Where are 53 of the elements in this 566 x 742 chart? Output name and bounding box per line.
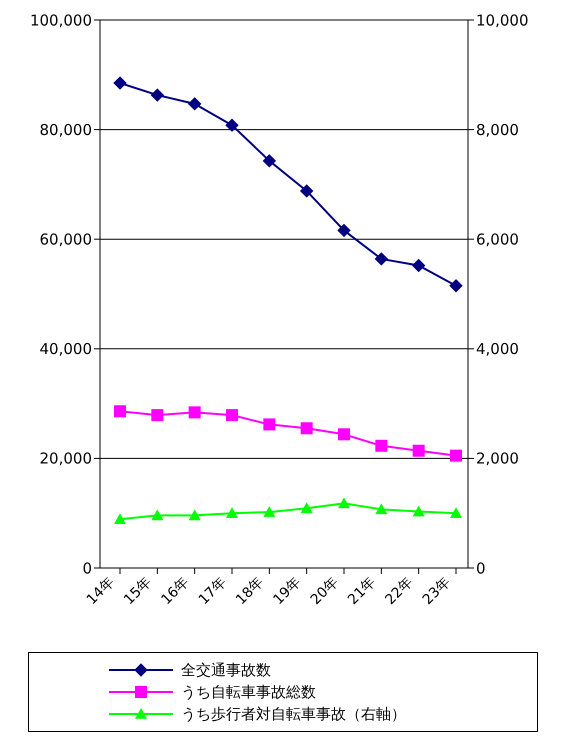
y2-tick-label: 10,000 <box>476 11 528 30</box>
x-tick-label: 20年 <box>308 574 342 608</box>
y-tick-label: 80,000 <box>40 120 92 139</box>
point <box>412 506 425 516</box>
y-tick-label: 60,000 <box>40 230 92 249</box>
point <box>450 507 462 518</box>
x-tick-label: 16年 <box>158 574 192 608</box>
point <box>263 418 276 430</box>
y-tick-label: 20,000 <box>40 450 92 468</box>
point <box>150 88 164 102</box>
x-tick-label: 19年 <box>270 574 304 608</box>
point <box>188 406 201 418</box>
y2-tick-label: 2,000 <box>476 450 519 468</box>
point <box>114 76 126 90</box>
point <box>226 507 238 518</box>
point <box>114 405 126 418</box>
point <box>300 422 313 434</box>
x-tick-label: 17年 <box>196 574 230 608</box>
legend-label: うち自転車事故総数 <box>181 682 316 702</box>
point <box>151 409 164 422</box>
point <box>338 428 350 440</box>
point <box>300 502 313 514</box>
point <box>374 252 388 266</box>
x-tick-label: 22年 <box>382 574 416 608</box>
point <box>188 97 202 110</box>
point <box>412 259 426 272</box>
point <box>188 509 201 520</box>
y-tick-label: 100,000 <box>30 11 92 30</box>
point <box>375 440 388 452</box>
point <box>338 224 350 237</box>
x-tick-label: 18年 <box>233 574 267 608</box>
point <box>450 279 462 292</box>
point <box>262 154 276 168</box>
x-tick-label: 21年 <box>345 574 379 608</box>
y2-tick-label: 6,000 <box>476 230 519 249</box>
point <box>300 184 314 198</box>
legend-label: うち歩行者対自転車事故（右軸） <box>181 704 406 724</box>
point <box>412 444 425 457</box>
point <box>114 513 126 524</box>
point <box>226 118 238 132</box>
point <box>450 450 462 462</box>
point <box>375 503 388 514</box>
point <box>263 506 276 517</box>
y2-tick-label: 8,000 <box>476 120 519 139</box>
y-tick-label: 40,000 <box>40 340 92 358</box>
x-tick-label: 23年 <box>420 574 454 608</box>
y2-tick-label: 4,000 <box>476 340 519 358</box>
legend-label: 全交通事故数 <box>181 660 271 680</box>
point <box>151 509 164 520</box>
point <box>226 409 238 422</box>
point <box>338 497 350 508</box>
x-tick-label: 15年 <box>121 574 155 608</box>
y2-tick-label: 0 <box>476 559 486 578</box>
